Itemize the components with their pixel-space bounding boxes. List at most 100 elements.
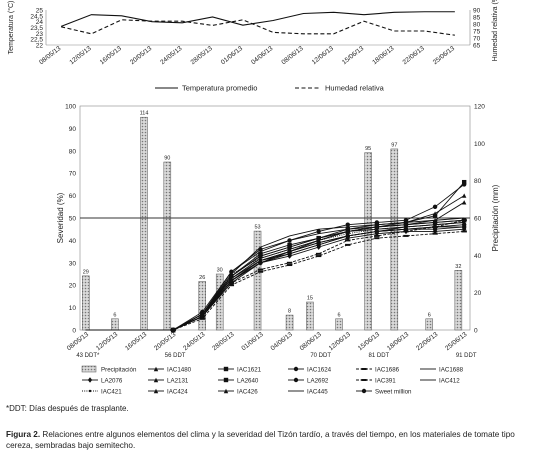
y-left-tick-label: 22,5	[30, 37, 43, 44]
legend-item-sweet-million: Sweet million	[356, 389, 412, 396]
legend-label: LA2076	[101, 378, 123, 385]
legend-marker	[153, 377, 159, 383]
legend-label: Precipitación	[101, 367, 137, 374]
y-right-tick-label: 0	[474, 328, 478, 335]
severity-marker	[345, 222, 350, 227]
legend-item-iac1621: IAC1621	[218, 367, 262, 374]
y-left-tick-label: 40	[69, 238, 77, 245]
y-left-tick-label: 10	[69, 305, 77, 312]
legend-marker	[293, 377, 299, 383]
bar-value-label: 32	[455, 264, 461, 270]
legend-marker	[223, 388, 229, 394]
legend-label: IAC424	[167, 389, 188, 396]
x-tick-label: 01/06/13	[220, 45, 245, 66]
series-line-humidity	[61, 19, 455, 36]
x-tick-label: 28/05/13	[190, 45, 215, 66]
bar-value-label: 53	[254, 225, 260, 231]
y-left-tick-label: 30	[69, 260, 77, 267]
legend-item-iac391: IAC391	[356, 378, 396, 385]
severity-marker	[315, 252, 322, 255]
severity-marker	[229, 269, 234, 274]
y-right-tick-label: 60	[474, 216, 482, 223]
severity-marker	[432, 213, 438, 218]
legend-marker	[223, 377, 229, 383]
y-left-tick-label: 100	[65, 104, 76, 111]
precipitation-bar	[454, 270, 463, 331]
legend-item-la2076: LA2076	[82, 377, 123, 385]
y-left-tick-label: 90	[69, 126, 77, 133]
severity-chart: 1009080706050403020100120100806040200Sev…	[56, 104, 500, 396]
legend-label: LA2692	[307, 378, 329, 385]
severity-marker	[257, 268, 264, 271]
ddt-label: 43 DDT*	[76, 353, 100, 359]
severity-marker	[461, 182, 467, 187]
figure-caption: Figura 2. Relaciones entre algunos eleme…	[6, 429, 534, 451]
y-right-tick-label: 20	[474, 290, 482, 297]
y-left-tick-label: 70	[69, 171, 77, 178]
ddt-label: 81 DDT	[369, 353, 390, 359]
severity-marker	[315, 255, 322, 258]
severity-marker	[461, 230, 467, 233]
x-tick-label: 22/06/13	[402, 45, 427, 66]
y-right-tick-label: 75	[473, 29, 481, 36]
legend-label: IAC426	[237, 389, 258, 396]
legend-item-la2692: LA2692	[288, 378, 329, 385]
y-left-axis-title: Severidad (%)	[56, 192, 65, 243]
series-line-temperature	[60, 11, 455, 27]
severity-marker	[316, 235, 321, 241]
bar-value-label: 90	[164, 156, 170, 162]
legend-item-iac1688: IAC1688	[420, 367, 464, 374]
legend-label: IAC1621	[237, 367, 262, 374]
severity-marker	[287, 242, 292, 248]
legend-swatch	[81, 365, 97, 373]
y-left-tick-label: 25	[36, 8, 44, 15]
severity-marker	[287, 249, 292, 254]
bar-value-label: 95	[365, 146, 371, 152]
bar-value-label: 97	[391, 142, 397, 148]
x-tick-label: 16/05/13	[124, 331, 149, 352]
severity-marker	[432, 224, 438, 230]
severity-marker	[345, 229, 350, 234]
caption-label: Figura 2.	[6, 430, 41, 439]
legend-marker	[88, 389, 92, 393]
x-tick-label: 01/06/13	[240, 331, 265, 352]
severity-marker	[432, 204, 438, 209]
legend-marker	[223, 366, 229, 372]
severity-marker	[200, 309, 205, 315]
y-right-tick-label: 90	[473, 8, 481, 15]
y-right-tick-label: 65	[473, 43, 481, 50]
x-tick-label: 12/05/13	[95, 331, 120, 352]
severity-marker	[228, 284, 235, 287]
y-left-tick-label: 24,5	[30, 13, 43, 20]
y-right-tick-label: 70	[473, 36, 481, 43]
bar-value-label: 6	[428, 312, 431, 318]
severity-marker	[403, 220, 409, 225]
bar-value-label: 29	[83, 269, 89, 275]
precipitation-bar	[364, 152, 372, 331]
y-left-tick-label: 50	[69, 216, 77, 223]
severity-marker	[345, 243, 351, 246]
legend-item-iac412: IAC412	[420, 378, 460, 385]
severity-marker	[229, 278, 234, 283]
x-tick-label: 20/05/13	[153, 331, 178, 352]
severity-marker	[286, 264, 293, 267]
precipitation-bar	[425, 318, 434, 331]
legend-marker	[361, 368, 367, 370]
precipitation-bar	[82, 275, 90, 331]
y-left-tick-label: 80	[69, 148, 77, 155]
legend-marker	[293, 366, 299, 372]
x-tick-label: 24/05/13	[159, 45, 184, 66]
severity-marker	[257, 270, 264, 273]
x-tick-label: 15/06/13	[341, 45, 366, 66]
legend-item-iac1480: IAC1480	[148, 367, 192, 374]
legend-label: LA2640	[237, 378, 259, 385]
bar-value-label: 6	[113, 312, 116, 318]
severity-marker	[461, 179, 467, 185]
x-tick-label: 28/05/13	[211, 331, 236, 352]
severity-marker	[461, 193, 467, 198]
y-left-tick-label: 24	[36, 19, 44, 26]
bar-value-label: 30	[217, 268, 223, 274]
y-left-tick-label: 0	[72, 328, 76, 335]
precipitation-bar	[306, 301, 314, 331]
